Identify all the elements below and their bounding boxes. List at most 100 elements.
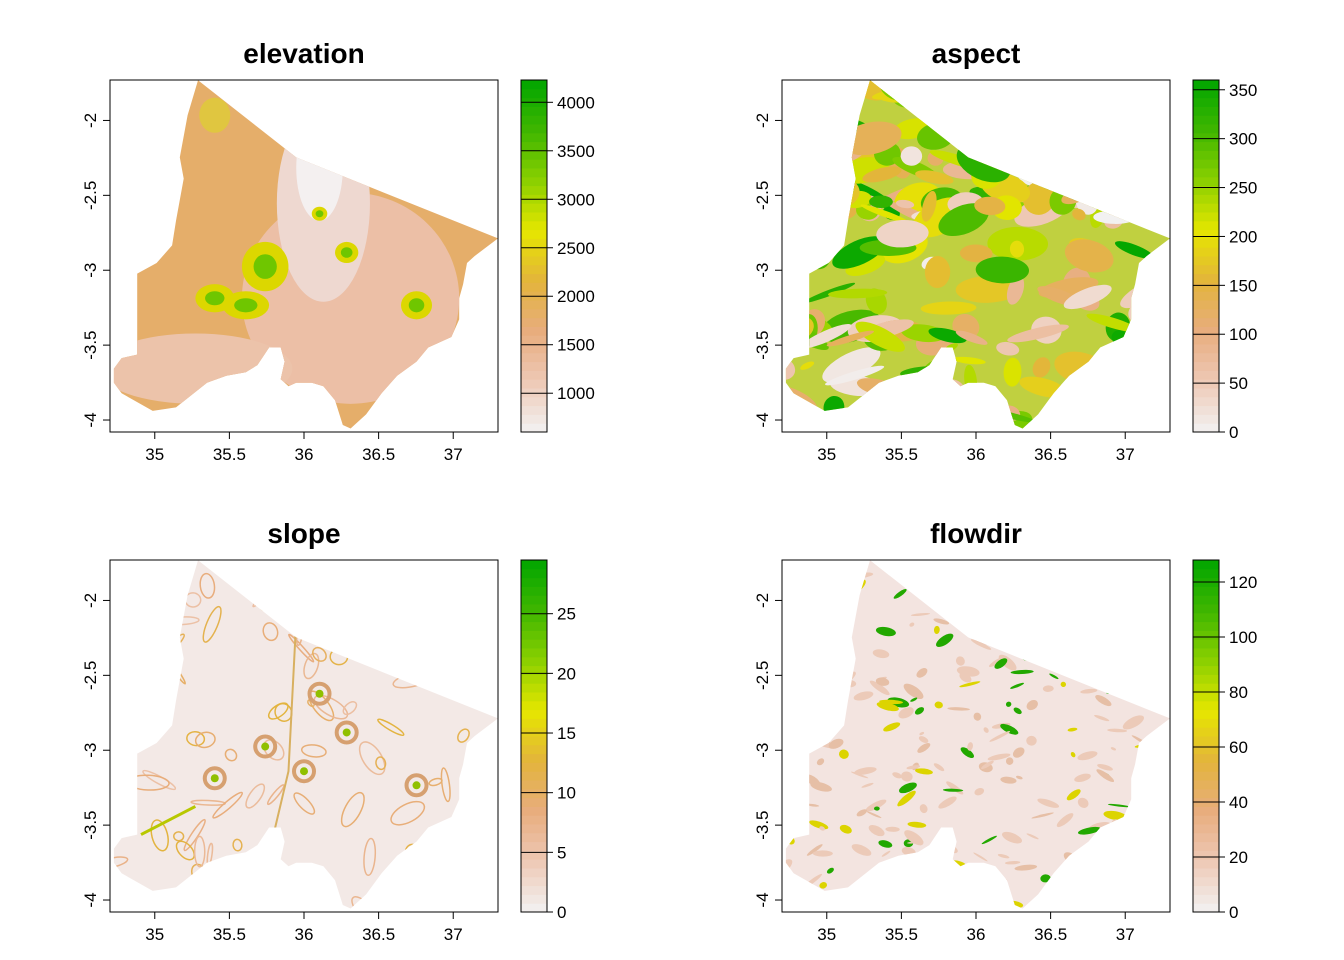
raster-cell bbox=[378, 560, 411, 572]
raster-cell bbox=[377, 718, 405, 736]
raster-cell bbox=[791, 811, 804, 822]
legend-swatch bbox=[521, 753, 547, 763]
legend-colorbar: 1000 1500 2000 2500 3000 3500 4000 bbox=[520, 79, 595, 433]
raster-cell bbox=[875, 677, 890, 686]
raster-cell bbox=[1040, 409, 1068, 429]
raster-cell bbox=[819, 826, 825, 831]
legend-swatch bbox=[1193, 176, 1219, 187]
legend-swatch bbox=[1193, 806, 1219, 816]
legend-swatch bbox=[521, 344, 547, 354]
raster-cell bbox=[307, 681, 332, 706]
raster-cell bbox=[1059, 80, 1099, 94]
raster-cell bbox=[924, 256, 951, 289]
raster-cell bbox=[936, 633, 954, 647]
raster-cell bbox=[1103, 810, 1127, 821]
legend-swatch bbox=[1193, 692, 1219, 702]
raster-cell bbox=[1122, 715, 1144, 730]
raster-cell bbox=[202, 766, 227, 791]
x-tick-label: 36.5 bbox=[362, 445, 395, 464]
legend-swatch bbox=[521, 771, 547, 781]
legend-swatch bbox=[1193, 656, 1219, 667]
raster-cell bbox=[806, 803, 820, 807]
raster-cell bbox=[1005, 757, 1014, 765]
raster-cell bbox=[1086, 313, 1138, 332]
legend-swatch bbox=[1193, 744, 1219, 755]
raster-cell bbox=[1007, 324, 1069, 343]
raster-cell bbox=[806, 844, 823, 856]
raster-cell bbox=[1160, 786, 1170, 799]
raster-cell bbox=[919, 804, 928, 814]
raster-cell bbox=[1026, 700, 1038, 711]
y-tick-label: -2 bbox=[81, 593, 100, 608]
raster-cell bbox=[347, 562, 387, 584]
y-tick-label: -2.5 bbox=[81, 661, 100, 690]
x-tick-label: 37 bbox=[444, 445, 463, 464]
raster-cell bbox=[353, 565, 371, 579]
raster-cell bbox=[819, 631, 834, 639]
raster-cell bbox=[879, 699, 903, 705]
raster-cell bbox=[905, 80, 937, 102]
legend-swatch bbox=[1193, 106, 1219, 116]
legend-swatch bbox=[521, 256, 547, 266]
legend-swatch bbox=[1193, 414, 1219, 424]
legend-swatch bbox=[521, 300, 547, 310]
legend-swatch bbox=[521, 220, 547, 231]
legend-label: 5 bbox=[557, 843, 566, 862]
legend-swatch bbox=[1193, 300, 1219, 310]
raster-cell bbox=[1098, 838, 1116, 846]
raster-cell bbox=[873, 806, 880, 811]
legend-swatch bbox=[1193, 256, 1219, 266]
legend-swatch bbox=[521, 379, 547, 389]
raster-cell bbox=[1022, 181, 1055, 215]
panel-aspect: aspect 35 35.5 36 36.5 37 -2 -2.5 -3 -3.5 -4 0 50 100… bbox=[753, 38, 1257, 464]
raster-cell bbox=[989, 731, 1011, 742]
legend-swatch bbox=[521, 859, 547, 869]
legend-swatch bbox=[521, 674, 547, 684]
raster-cell bbox=[875, 626, 896, 637]
legend-swatch bbox=[521, 815, 547, 825]
legend-swatch bbox=[521, 150, 547, 160]
raster-cell bbox=[963, 383, 988, 410]
raster-cell bbox=[140, 805, 197, 836]
legend-swatch bbox=[1193, 621, 1219, 631]
raster-cell bbox=[810, 781, 832, 792]
raster-cell bbox=[259, 586, 300, 613]
raster-cell bbox=[817, 672, 837, 681]
legend-swatch bbox=[521, 264, 547, 275]
raster-cell bbox=[997, 854, 1010, 859]
raster-cell bbox=[1079, 647, 1089, 655]
raster-cell bbox=[133, 648, 157, 680]
raster-cell bbox=[1003, 633, 1011, 642]
raster-cell bbox=[1026, 627, 1035, 634]
raster-cell bbox=[792, 92, 815, 110]
raster-cell bbox=[1075, 578, 1082, 583]
panel-flowdir: flowdir 35 35.5 36 36.5 37 -2 -2.5 -3 -3.5 -4 0 20 40… bbox=[753, 518, 1257, 944]
raster-cell bbox=[334, 720, 359, 745]
raster-cell bbox=[1027, 905, 1042, 909]
raster-cell bbox=[1098, 637, 1105, 647]
raster-cell bbox=[947, 89, 976, 106]
legend-swatch bbox=[521, 806, 547, 816]
legend-swatch bbox=[521, 273, 547, 283]
legend-swatch bbox=[1193, 876, 1219, 887]
raster-cell bbox=[1146, 375, 1166, 404]
legend-swatch bbox=[1193, 674, 1219, 684]
x-tick-label: 36.5 bbox=[1034, 445, 1067, 464]
raster-cell bbox=[856, 809, 868, 817]
legend-swatch bbox=[1193, 832, 1219, 843]
raster-peak bbox=[408, 298, 425, 313]
legend-swatch bbox=[521, 586, 547, 596]
raster-map bbox=[785, 80, 1170, 429]
raster-cell bbox=[916, 668, 928, 678]
raster-cell bbox=[942, 788, 964, 792]
legend-swatch bbox=[521, 841, 547, 851]
raster-cell bbox=[892, 772, 902, 779]
raster-cell bbox=[1076, 571, 1094, 585]
legend-swatch bbox=[521, 612, 547, 623]
raster-cell bbox=[785, 195, 799, 214]
raster-cell bbox=[150, 576, 168, 617]
raster-cell bbox=[910, 613, 931, 616]
legend-swatch bbox=[1193, 648, 1219, 658]
panel-elevation: elevation 35 35.5 36 36.5 37 -2 -2.5 -3 -3.5 -4 100… bbox=[81, 38, 595, 464]
raster-cell bbox=[800, 361, 815, 370]
